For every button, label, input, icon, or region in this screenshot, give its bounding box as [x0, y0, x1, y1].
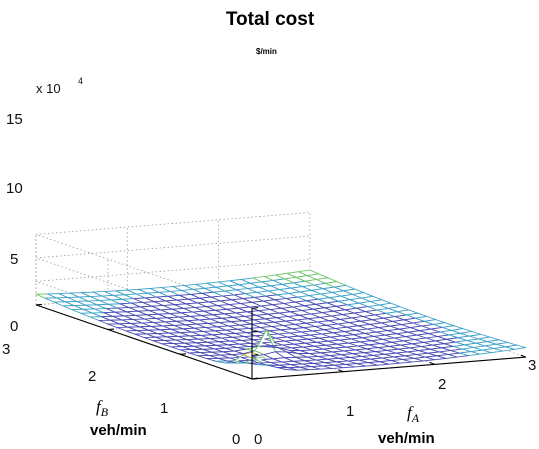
fb-tick-mark: [107, 328, 115, 331]
fa-tick-1: 1: [346, 403, 354, 420]
grid-line: [35, 259, 310, 282]
surface-cell: [505, 344, 527, 350]
fb-tick-2: 2: [88, 368, 96, 385]
fb-axis-line: [35, 304, 253, 380]
fa-tick-mark: [520, 354, 527, 358]
fa-axis-name: fA: [407, 403, 420, 425]
z-axis-multiplier: x 10: [36, 81, 61, 96]
fb-tick-1: 1: [160, 400, 168, 417]
z-axis-multiplier-exponent: 4: [78, 76, 83, 86]
fb-axis-unit: veh/min: [90, 422, 147, 439]
z-axis-unit: $/min: [256, 47, 277, 56]
z-tick-mark: [251, 353, 259, 357]
fb-tick-mark: [251, 377, 259, 380]
z-tick-0: 0: [10, 318, 18, 335]
fa-tick-0: 0: [254, 431, 262, 448]
grid-line: [35, 235, 310, 259]
fb-tick-0: 0: [232, 431, 240, 448]
fa-tick-mark: [246, 376, 253, 380]
fa-tick-2: 2: [438, 376, 446, 393]
z-tick-mark: [251, 306, 259, 310]
fb-axis-name: fB: [96, 397, 109, 419]
chart-title: Total cost: [226, 9, 315, 30]
z-tick-10: 10: [6, 180, 23, 197]
fa-axis-unit: veh/min: [378, 430, 435, 447]
fa-tick-mark: [429, 361, 435, 365]
fa-tick-mark: [338, 369, 344, 373]
z-tick-mark: [251, 330, 259, 333]
grid-line: [35, 212, 310, 235]
axis-frame: [35, 303, 527, 380]
fb-tick-mark: [179, 353, 187, 355]
fb-tick-3: 3: [2, 341, 10, 358]
surface-mesh: [35, 269, 527, 371]
z-tick-15: 15: [6, 111, 23, 128]
fa-tick-3: 3: [528, 357, 536, 374]
fa-axis-line: [251, 356, 526, 380]
z-tick-5: 5: [10, 251, 18, 268]
fb-tick-mark: [35, 303, 43, 306]
